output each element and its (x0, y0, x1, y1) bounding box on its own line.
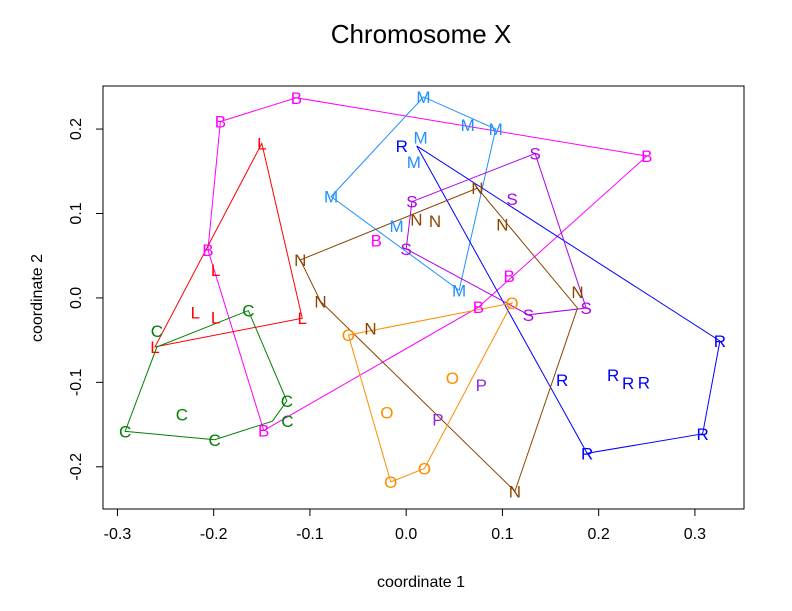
point-M: M (452, 281, 466, 300)
point-M: M (414, 129, 428, 148)
point-C: C (119, 422, 131, 441)
point-B: B (202, 241, 213, 260)
hulls (124, 96, 721, 493)
point-N: N (571, 283, 583, 302)
point-L: L (150, 338, 159, 357)
point-P: P (476, 376, 487, 395)
x-tick-label: -0.2 (200, 526, 228, 543)
point-N: N (471, 179, 483, 198)
point-N: N (294, 251, 306, 270)
point-B: B (641, 147, 652, 166)
point-N: N (314, 292, 326, 311)
hull-L (154, 141, 303, 348)
point-C: C (209, 431, 221, 450)
point-N: N (509, 482, 521, 501)
point-N: N (410, 210, 422, 229)
x-tick-label: 0.0 (395, 526, 417, 543)
y-tick-label: 0.1 (68, 202, 85, 224)
point-N: N (496, 215, 508, 234)
point-O: O (380, 404, 393, 423)
point-P: P (432, 411, 443, 430)
point-S: S (506, 190, 517, 209)
y-tick-label: -0.2 (68, 453, 85, 481)
point-M: M (407, 153, 421, 172)
point-B: B (503, 267, 514, 286)
x-tick-label: 0.1 (491, 526, 513, 543)
point-O: O (342, 326, 355, 345)
y-tick-label: 0.2 (68, 118, 85, 140)
point-L: L (191, 303, 200, 322)
point-M: M (489, 120, 503, 139)
point-C: C (281, 392, 293, 411)
point-N: N (364, 319, 376, 338)
point-O: O (418, 459, 431, 478)
point-L: L (211, 261, 220, 280)
point-C: C (151, 322, 163, 341)
x-tick-label: -0.3 (104, 526, 132, 543)
y-axis: -0.2 -0.1 0.0 0.1 0.2 (68, 118, 104, 481)
point-S: S (523, 306, 534, 325)
point-C: C (281, 412, 293, 431)
point-C: C (242, 302, 254, 321)
point-R: R (638, 373, 650, 392)
hull-M (330, 96, 497, 292)
point-O: O (384, 473, 397, 492)
x-tick-label: 0.3 (684, 526, 706, 543)
point-B: B (473, 298, 484, 317)
point-N: N (429, 212, 441, 231)
y-tick-label: 0.0 (68, 287, 85, 309)
point-C: C (176, 405, 188, 424)
point-R: R (622, 374, 634, 393)
hull-O (347, 302, 513, 483)
x-tick-label: 0.2 (588, 526, 610, 543)
point-M: M (324, 188, 338, 207)
hull-R (416, 145, 721, 454)
point-B: B (215, 112, 226, 131)
point-R: R (696, 425, 708, 444)
point-O: O (446, 369, 459, 388)
point-B: B (371, 232, 382, 251)
hull-C (124, 309, 288, 441)
y-tick-label: -0.1 (68, 368, 85, 396)
point-B: B (291, 89, 302, 108)
point-S: S (401, 240, 412, 259)
point-M: M (416, 88, 430, 107)
point-R: R (607, 366, 619, 385)
x-tick-label: -0.1 (296, 526, 324, 543)
point-R: R (556, 371, 568, 390)
point-R: R (714, 332, 726, 351)
point-O: O (505, 294, 518, 313)
point-M: M (389, 217, 403, 236)
point-M: M (461, 116, 475, 135)
point-S: S (529, 145, 540, 164)
point-L: L (211, 308, 220, 327)
point-L: L (297, 309, 306, 328)
hull-B (207, 97, 648, 432)
point-S: S (406, 193, 417, 212)
x-axis-label: coordinate 1 (377, 574, 465, 591)
point-B: B (258, 421, 269, 440)
chart-title: Chromosome X (331, 19, 512, 49)
point-R: R (581, 444, 593, 463)
hull-N (299, 187, 579, 493)
point-L: L (257, 134, 266, 153)
x-axis: -0.3 -0.2 -0.1 0.0 0.1 0.2 0.3 (104, 508, 706, 543)
y-axis-label: coordinate 2 (29, 254, 46, 342)
point-R: R (396, 137, 408, 156)
point-S: S (580, 299, 591, 318)
